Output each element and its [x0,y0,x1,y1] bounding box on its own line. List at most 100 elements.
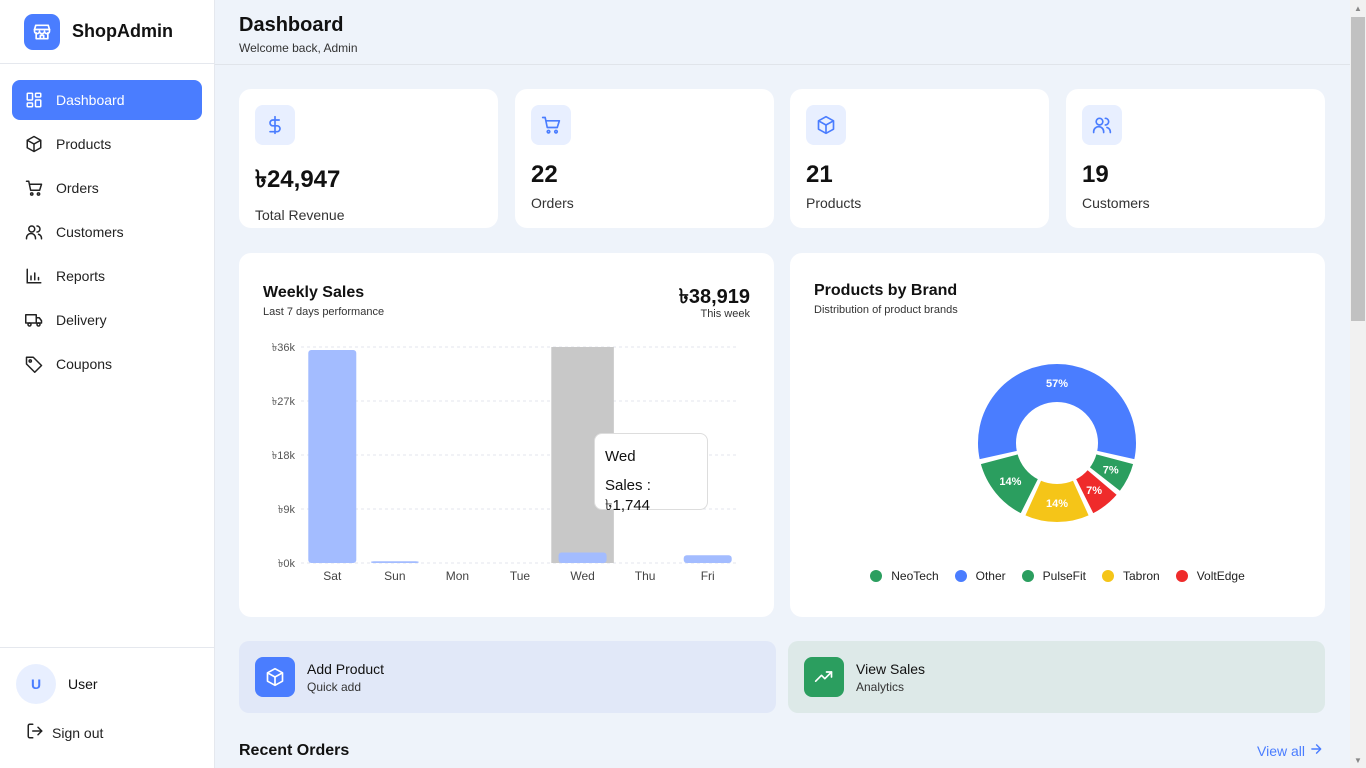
stat-label: Total Revenue [255,207,345,223]
stat-value: ৳24,947 [255,166,341,193]
view-sales-button[interactable]: View Sales Analytics [788,641,1325,713]
legend-label: PulseFit [1042,569,1086,583]
sidebar-item-coupons[interactable]: Coupons [12,344,202,384]
truck-icon [25,311,43,329]
weekly-period: This week [700,308,750,320]
view-all-link[interactable]: View all [1257,742,1323,759]
slice-label: 7% [1086,485,1102,497]
stat-label: Products [806,195,862,211]
sidebar-item-label: Products [56,136,112,152]
grid-icon [25,91,43,109]
dollar-icon [255,105,295,145]
sidebar-item-label: Coupons [56,356,113,372]
view-all-label: View all [1257,742,1305,759]
stat-value: 19 [1082,161,1109,188]
x-tick-label: Sat [323,569,342,583]
recent-orders-title: Recent Orders [239,742,350,759]
slice-label: 14% [999,476,1021,488]
chart-tooltip: Wed Sales : ৳1,744 [594,433,708,514]
user-profile[interactable]: U User [0,648,214,704]
legend-item[interactable]: NeoTech [870,569,939,583]
legend-label: VoltEdge [1196,569,1245,583]
weekly-sales-card: Weekly Sales Last 7 days performance ৳38… [239,253,774,617]
y-tick-label: ৳36k [272,342,296,354]
cart-icon [531,105,571,145]
sign-out-label: Sign out [52,724,104,741]
chart-title: Products by Brand [814,282,958,299]
stat-card-customers: 19 Customers [1066,89,1325,228]
sign-out-icon [26,722,44,743]
scrollbar[interactable]: ▲ ▼ [1350,0,1366,768]
donut-slice [1022,478,1092,524]
scroll-thumb[interactable] [1351,17,1365,321]
legend-label: NeoTech [891,569,939,583]
brand-donut-chart[interactable]: 57% 7%7% 14% 14% [790,253,1325,617]
add-product-button[interactable]: Add Product Quick add [239,641,776,713]
legend-item[interactable]: Other [954,569,1006,583]
legend-item[interactable]: VoltEdge [1175,569,1245,583]
box-icon [25,135,43,153]
sidebar-item-label: Orders [56,180,99,196]
legend-label: Tabron [1123,569,1160,583]
bar [683,555,732,563]
users-icon [1082,105,1122,145]
avatar: U [16,664,56,704]
users-icon [25,223,43,241]
donut-slice [976,362,1138,462]
weekly-sales-chart[interactable]: ৳0k ৳9k ৳18k ৳27k ৳36k Sat Sun Mon Tue Wed Thu Fri [239,253,774,617]
slice-label: 7% [1103,465,1119,477]
page-title: Dashboard [239,14,344,36]
sidebar-item-label: Reports [56,268,106,284]
stat-label: Customers [1082,195,1150,211]
stat-card-products: 21 Products [790,89,1049,228]
bar-chart-icon [25,267,43,285]
trending-up-icon [804,657,844,697]
sidebar-item-customers[interactable]: Customers [12,212,202,252]
sidebar-item-dashboard[interactable]: Dashboard [12,80,202,120]
legend-label: Other [975,569,1006,583]
sidebar-footer: U User Sign out [0,647,214,743]
legend-item[interactable]: Tabron [1102,569,1160,583]
cart-icon [25,179,43,197]
box-icon [255,657,295,697]
donut-slice [978,451,1041,516]
page-subtitle: Welcome back, Admin [239,41,358,55]
y-tick-label: ৳18k [272,450,296,462]
x-tick-label: Mon [446,569,469,583]
donut-slice [1073,467,1120,516]
tooltip-day: Wed [605,448,636,465]
sidebar-item-label: Delivery [56,312,107,328]
chart-subtitle: Last 7 days performance [263,306,385,318]
scroll-up-icon[interactable]: ▲ [1354,3,1362,13]
legend-swatch [1021,570,1034,582]
legend-item[interactable]: PulseFit [1021,569,1086,583]
legend-swatch [954,570,967,582]
bar [308,350,357,563]
y-tick-label: ৳9k [278,504,296,516]
legend-swatch [870,570,883,582]
tag-icon [25,355,43,373]
sidebar-item-delivery[interactable]: Delivery [12,300,202,340]
weekly-total: ৳38,919 [678,286,750,308]
donut-slice [1087,451,1136,494]
sidebar-item-products[interactable]: Products [12,124,202,164]
action-title: Add Product [307,660,385,677]
page-header: Dashboard Welcome back, Admin [215,0,1350,65]
x-tick-label: Thu [635,569,656,583]
legend-swatch [1102,570,1114,582]
scroll-down-icon[interactable]: ▼ [1354,755,1362,765]
sidebar-nav: Dashboard Products Orders Customers Repo… [0,64,214,384]
y-tick-label: ৳27k [272,396,296,408]
sidebar-item-orders[interactable]: Orders [12,168,202,208]
slice-label: 57% [1046,378,1068,390]
action-subtitle: Analytics [856,679,905,694]
user-name: User [68,676,98,692]
brand[interactable]: ShopAdmin [0,0,214,64]
stat-card-orders: 22 Orders [515,89,774,228]
chart-legend: NeoTech Other PulseFit Tabron VoltEdge [790,569,1325,583]
stat-value: 21 [806,161,833,188]
x-tick-label: Wed [570,569,594,583]
sign-out-button[interactable]: Sign out [0,704,214,743]
sidebar-item-reports[interactable]: Reports [12,256,202,296]
store-icon [24,13,60,50]
